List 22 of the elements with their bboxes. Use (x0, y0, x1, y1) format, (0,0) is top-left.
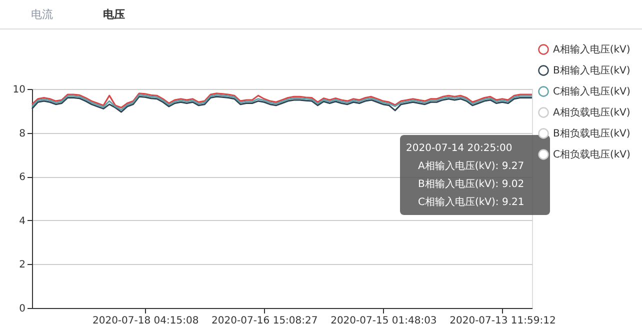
annotation: B相输入电压(kV): 9.02 (418, 178, 524, 190)
legend-label: C相负载电压(kV) (553, 148, 631, 160)
x-tick-label: 2020-07-16 15:08:27 (212, 316, 318, 326)
x-tick-label: 2020-07-15 01:48:03 (330, 316, 437, 326)
y-tick-label: 0 (19, 304, 26, 314)
y-tick-label: 10 (12, 84, 26, 96)
y-tick-label: 8 (19, 128, 26, 140)
x-tick-label: 2020-07-18 04:15:08 (92, 316, 199, 326)
legend-label: C相输入电压(kV) (553, 86, 631, 98)
legend-label: B相输入电压(kV) (553, 64, 630, 76)
annotation: A相输入电压(kV): 9.27 (418, 160, 524, 172)
text: 电流 (31, 8, 53, 21)
annotation: 2020-07-14 20:25:00 (406, 143, 512, 154)
text: 电压 (103, 8, 125, 21)
x-tick-label: 2020-07-13 11:59:12 (450, 316, 556, 326)
legend-label: A相输入电压(kV) (553, 44, 630, 56)
y-tick-label: 6 (19, 172, 26, 184)
annotation: C相输入电压(kV): 9.21 (418, 196, 524, 208)
legend-label: A相负载电压(kV) (553, 106, 630, 118)
legend-label: B相负载电压(kV) (553, 128, 630, 140)
y-tick-label: 4 (19, 216, 26, 227)
y-tick-label: 2 (19, 260, 26, 271)
